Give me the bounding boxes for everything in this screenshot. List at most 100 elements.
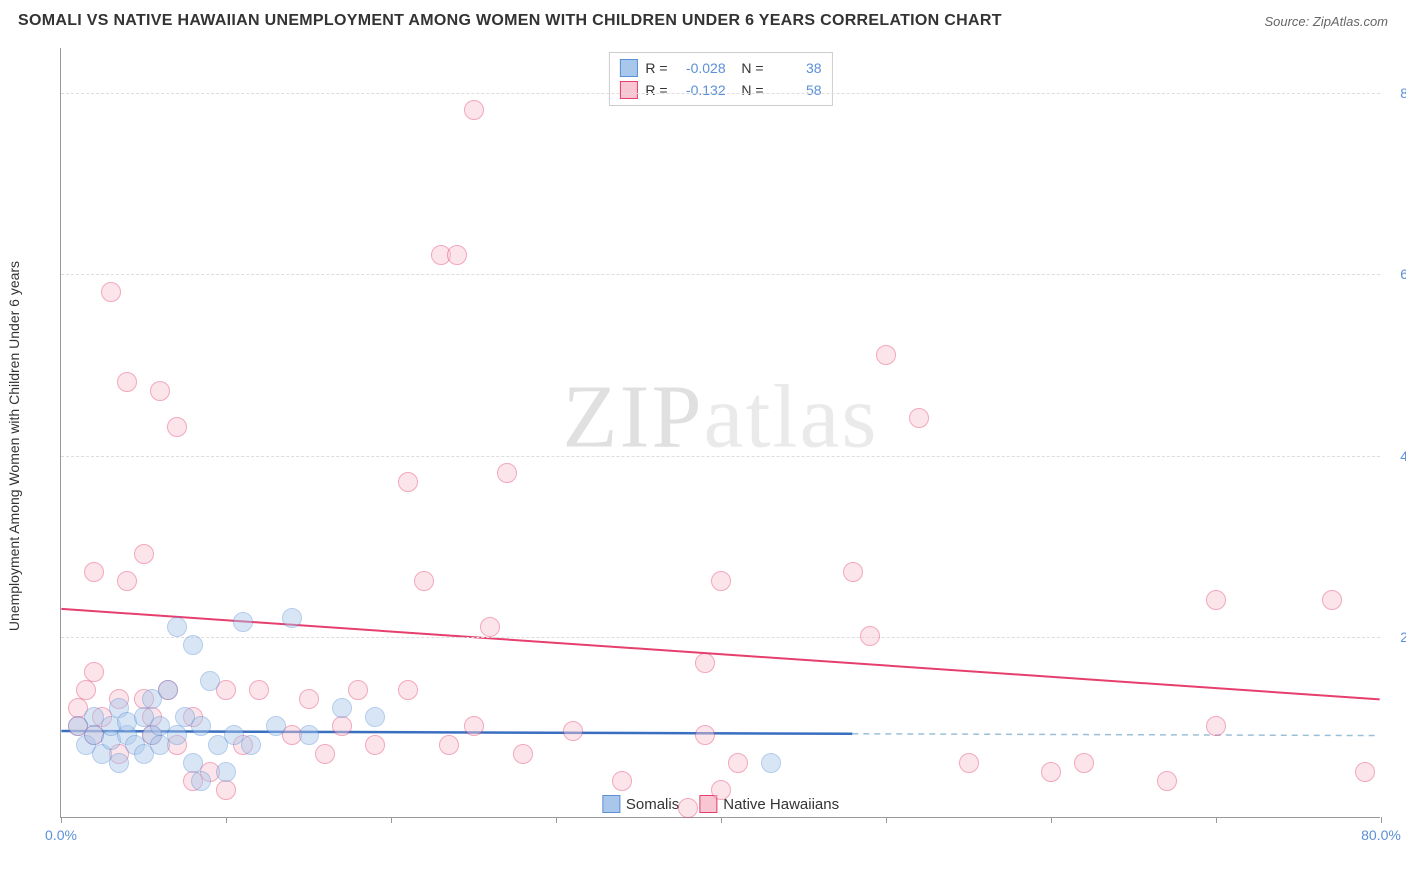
scatter-point <box>398 680 418 700</box>
scatter-point <box>84 562 104 582</box>
scatter-point <box>134 544 154 564</box>
scatter-point <box>464 100 484 120</box>
scatter-point <box>1355 762 1375 782</box>
watermark: ZIPatlas <box>563 366 879 469</box>
scatter-point <box>909 408 929 428</box>
scatter-point <box>249 680 269 700</box>
stat-n-label: N = <box>734 82 764 98</box>
scatter-point <box>158 680 178 700</box>
scatter-point <box>447 245 467 265</box>
scatter-point <box>678 798 698 818</box>
stat-n-label: N = <box>734 60 764 76</box>
scatter-point <box>439 735 459 755</box>
scatter-point <box>398 472 418 492</box>
scatter-point <box>711 571 731 591</box>
scatter-point <box>332 716 352 736</box>
plot-area: ZIPatlas R = -0.028 N = 38 R = -0.132 N … <box>60 48 1380 818</box>
scatter-point <box>183 635 203 655</box>
stat-r-value: -0.028 <box>676 60 726 76</box>
x-tick-label: 80.0% <box>1361 827 1401 843</box>
x-tick <box>391 817 392 823</box>
swatch-icon <box>619 59 637 77</box>
scatter-point <box>1074 753 1094 773</box>
y-axis-title: Unemployment Among Women with Children U… <box>6 261 22 631</box>
legend-label: Native Hawaiians <box>723 796 839 813</box>
scatter-point <box>299 725 319 745</box>
scatter-point <box>76 680 96 700</box>
scatter-point <box>497 463 517 483</box>
scatter-point <box>315 744 335 764</box>
scatter-point <box>464 716 484 736</box>
scatter-point <box>1157 771 1177 791</box>
grid-line <box>61 456 1380 457</box>
grid-line <box>61 93 1380 94</box>
scatter-point <box>183 753 203 773</box>
scatter-point <box>191 771 211 791</box>
scatter-point <box>513 744 533 764</box>
scatter-point <box>266 716 286 736</box>
stat-r-label: R = <box>645 82 667 98</box>
x-tick <box>1051 817 1052 823</box>
scatter-point <box>1206 716 1226 736</box>
x-tick <box>1216 817 1217 823</box>
scatter-point <box>109 753 129 773</box>
scatter-point <box>117 571 137 591</box>
grid-line <box>61 637 1380 638</box>
trendlines <box>61 48 1380 817</box>
scatter-point <box>191 716 211 736</box>
scatter-point <box>876 345 896 365</box>
scatter-point <box>761 753 781 773</box>
scatter-point <box>167 417 187 437</box>
scatter-point <box>117 372 137 392</box>
x-tick <box>556 817 557 823</box>
x-tick <box>226 817 227 823</box>
scatter-point <box>1041 762 1061 782</box>
scatter-point <box>728 753 748 773</box>
swatch-icon <box>602 795 620 813</box>
scatter-point <box>365 735 385 755</box>
scatter-point <box>1206 590 1226 610</box>
x-tick <box>61 817 62 823</box>
x-tick <box>721 817 722 823</box>
scatter-point <box>167 617 187 637</box>
scatter-point <box>563 721 583 741</box>
scatter-point <box>332 698 352 718</box>
scatter-point <box>233 612 253 632</box>
scatter-point <box>167 725 187 745</box>
legend-item: Somalis <box>602 795 679 813</box>
scatter-point <box>959 753 979 773</box>
scatter-point <box>200 671 220 691</box>
scatter-point <box>860 626 880 646</box>
scatter-point <box>695 653 715 673</box>
scatter-point <box>480 617 500 637</box>
legend-label: Somalis <box>626 796 679 813</box>
scatter-point <box>282 608 302 628</box>
scatter-point <box>101 282 121 302</box>
scatter-point <box>612 771 632 791</box>
stat-n-value: 38 <box>772 60 822 76</box>
legend-row: R = -0.028 N = 38 <box>619 57 821 79</box>
stat-n-value: 58 <box>772 82 822 98</box>
scatter-point <box>695 725 715 745</box>
swatch-icon <box>619 81 637 99</box>
scatter-point <box>241 735 261 755</box>
y-tick-label: 60.0% <box>1385 266 1406 282</box>
scatter-point <box>414 571 434 591</box>
y-tick-label: 20.0% <box>1385 629 1406 645</box>
scatter-point <box>150 381 170 401</box>
legend-correlation: R = -0.028 N = 38 R = -0.132 N = 58 <box>608 52 832 106</box>
y-tick-label: 80.0% <box>1385 85 1406 101</box>
y-tick-label: 40.0% <box>1385 448 1406 464</box>
scatter-point <box>711 780 731 800</box>
scatter-point <box>216 762 236 782</box>
legend-row: R = -0.132 N = 58 <box>619 79 821 101</box>
x-tick-label: 0.0% <box>45 827 77 843</box>
x-tick <box>886 817 887 823</box>
stat-r-value: -0.132 <box>676 82 726 98</box>
scatter-point <box>1322 590 1342 610</box>
scatter-point <box>843 562 863 582</box>
scatter-point <box>216 780 236 800</box>
stat-r-label: R = <box>645 60 667 76</box>
chart-title: SOMALI VS NATIVE HAWAIIAN UNEMPLOYMENT A… <box>18 12 1002 30</box>
source-label: Source: ZipAtlas.com <box>1264 14 1388 29</box>
